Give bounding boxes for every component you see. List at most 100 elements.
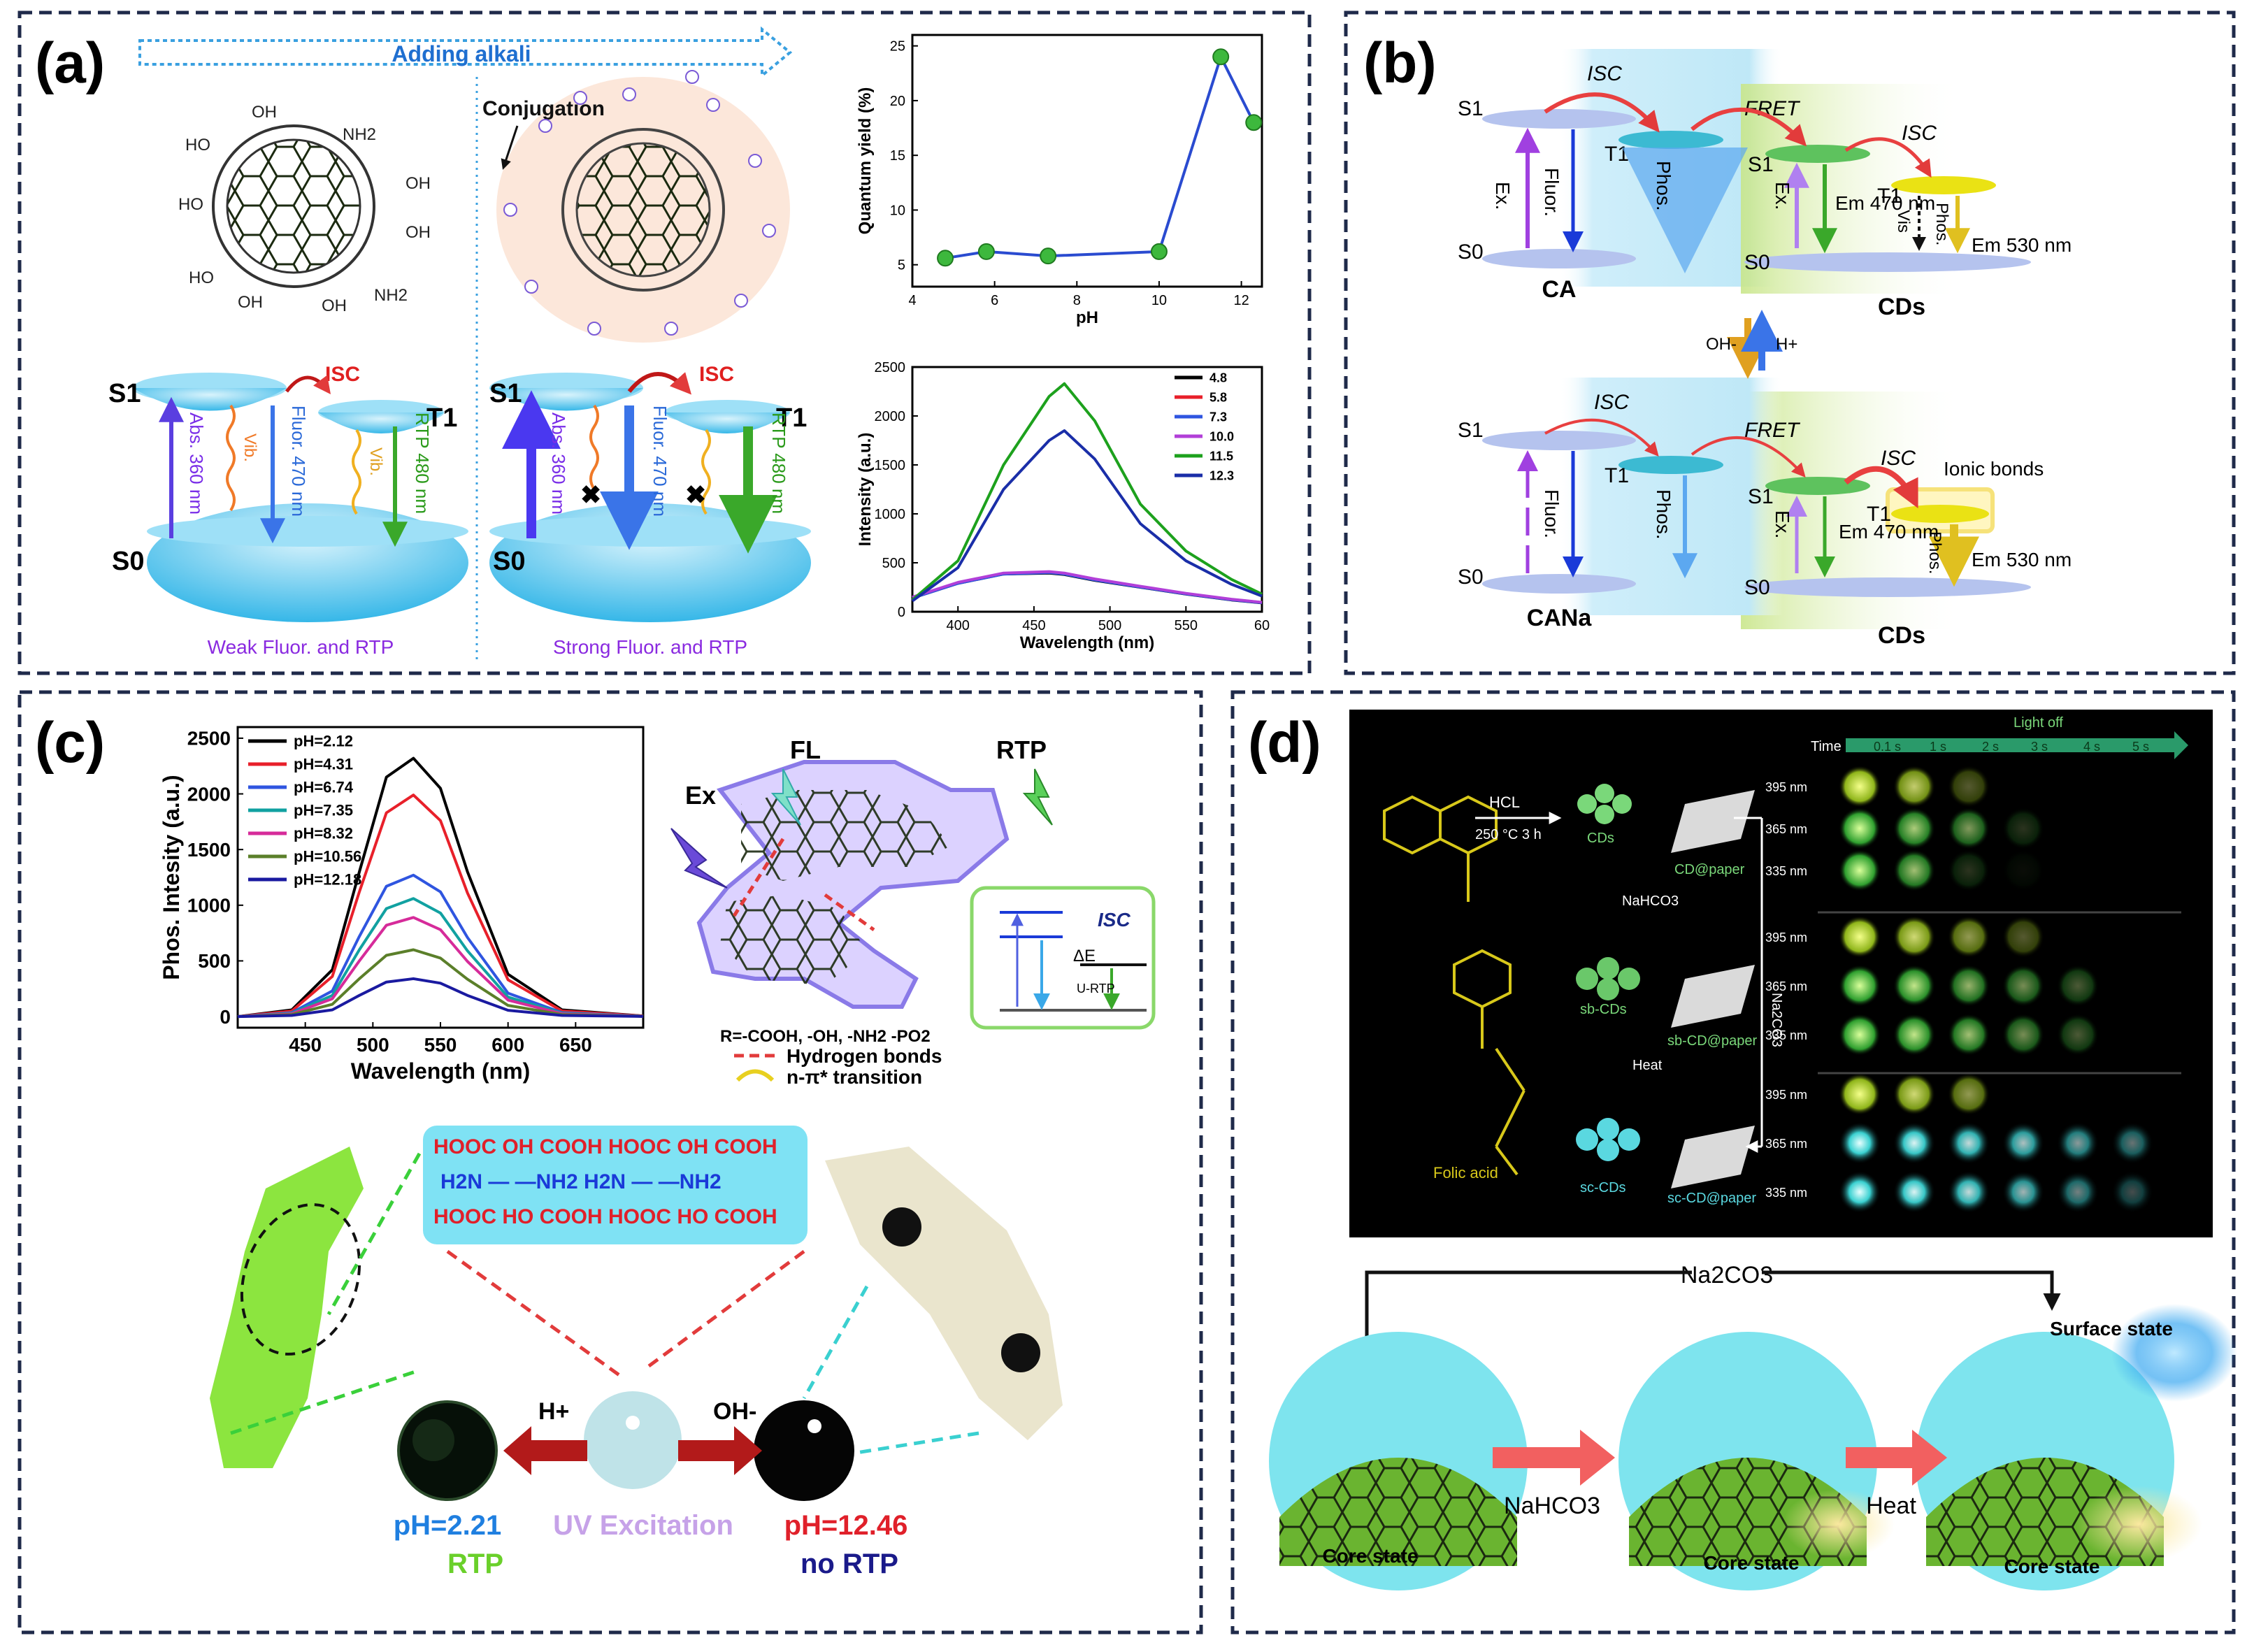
series-line-11.5: [911, 382, 1263, 601]
d-time-4: 4 s: [2083, 740, 2100, 754]
b-em530: Em 530 nm: [1972, 234, 2072, 256]
b-cana: CANa: [1527, 605, 1593, 631]
b-s0-b2: S0: [1744, 576, 1770, 599]
cross-mark: ✖: [580, 480, 601, 509]
d-paper-1: [1671, 790, 1755, 853]
qy-point: [977, 243, 995, 260]
b-phos-b2: Phos.: [1925, 531, 1944, 574]
legend-label: pH=10.56: [294, 848, 361, 865]
d-core-label-1: Core state: [1323, 1545, 1419, 1567]
c-rtp: RTP: [996, 735, 1047, 764]
abs-label-right: Abs. 360 nm: [548, 412, 569, 515]
b-t1-2: T1: [1877, 185, 1902, 208]
luminescence-spot: [2111, 1171, 2153, 1213]
c-fl: FL: [790, 735, 821, 764]
panel-d-border: [1230, 690, 2236, 1635]
b-em530-b: Em 530 nm: [1972, 549, 2072, 570]
c-delta-e: ΔE: [1073, 947, 1096, 965]
qy-point: [1245, 114, 1263, 131]
d-cds-cluster: [1577, 784, 1632, 824]
series-line-12.3: [911, 429, 1263, 603]
luminescence-spot: [2057, 1171, 2099, 1213]
plot-frame: [911, 366, 1263, 613]
y-tick-label: 1500: [875, 458, 906, 473]
luminescence-spot: [1948, 965, 1990, 1007]
y-tick-label: 0: [898, 605, 905, 620]
d-sc-cds: sc-CDs: [1580, 1180, 1626, 1195]
carbon-dot-structure-left: OH NH2 OH HO OH HO OH NH2 OH HO: [178, 103, 431, 315]
b-s0-b: S0: [1458, 566, 1484, 589]
plot-frame: [911, 34, 1263, 288]
chart-intensity-spectra: 400 450 500 550 6005001000150020002500Wavele…: [856, 360, 1270, 652]
group-label: OH: [252, 103, 277, 122]
wavelength-label: 395 nm: [1765, 1088, 1807, 1102]
qy-point: [937, 250, 954, 267]
b-em470-b: Em 470 nm: [1839, 521, 1939, 543]
d-hcl: HCL: [1489, 793, 1520, 811]
b-em470: Em 470 nm: [1835, 192, 1935, 214]
c-molecule-right: [825, 1147, 1063, 1440]
luminescence-spot: [1893, 1171, 1935, 1213]
y-tick-label: 2000: [187, 783, 231, 805]
x-tick-label: 450: [1022, 618, 1045, 633]
x-tick-label: 500: [357, 1034, 389, 1056]
adding-alkali-arrow: [138, 26, 793, 79]
wavelength-label: 335 nm: [1765, 1186, 1807, 1200]
adding-alkali-text: Adding alkali: [392, 41, 531, 66]
d-time-5: 5 s: [2132, 740, 2149, 754]
x-tick-label: 6: [991, 293, 998, 308]
panel-b-border: [1344, 10, 2236, 675]
d-nahco3-arrow: NaHCO3: [1504, 1493, 1600, 1519]
d-time-0: 0.1 s: [1874, 740, 1901, 754]
group-label: NH2: [343, 125, 376, 144]
x-tick-label: 450: [289, 1034, 322, 1056]
b-ex-b: Ex.: [1772, 510, 1793, 538]
chart-quantum-yield: 4 6 8 10 12 5 10 15 20 25 pH Quantum yield (%): [856, 34, 1263, 327]
y-tick-label: 25: [890, 39, 905, 55]
b-fret-b: FRET: [1744, 419, 1801, 442]
panel-a-border: [17, 10, 1312, 675]
y-tick-label: 0: [220, 1006, 231, 1028]
group-label: NH2: [374, 286, 408, 305]
x-tick-label: 550: [1175, 618, 1198, 633]
panel-a-label: (a): [35, 31, 105, 95]
d-time-arrow: [1846, 731, 2188, 759]
luminescence-spot: [2057, 1122, 2099, 1164]
panel-a: (a) Adding alkali OH NH2 OH HO OH HO OH …: [17, 10, 1312, 675]
qy-point: [1150, 243, 1168, 260]
d-sc-cluster: [1576, 1118, 1640, 1161]
luminescence-spot: [2002, 965, 2044, 1007]
d-core-2: Core state: [1618, 1332, 1895, 1590]
c-disc-no-rtp: [754, 1400, 854, 1501]
y-tick-label: 1000: [875, 507, 906, 522]
legend-label: pH=6.74: [294, 779, 354, 796]
y-tick-label: 1500: [187, 839, 231, 861]
d-time-label: Time: [1811, 739, 1842, 754]
d-paper-3: [1671, 1126, 1755, 1188]
panel-c: (c) 450 500 550 600 650 0 500 1000 1500 2000 2500 W…: [17, 690, 1203, 1635]
d-heat: Heat: [1632, 1058, 1663, 1073]
c-ex: Ex: [685, 781, 716, 810]
series-line-pH10.56: [237, 948, 644, 1019]
luminescence-spot: [1948, 807, 1990, 849]
panel-d-label: (d): [1248, 711, 1321, 775]
luminescence-spot: [1839, 916, 1881, 958]
luminescence-spot: [1893, 807, 1935, 849]
jablonski-left: S1 T1 S0 ISC Abs. 360 nm Vib. Fluor. 470…: [108, 363, 468, 658]
luminescence-spot: [1839, 807, 1881, 849]
b-s0: S0: [1458, 240, 1484, 264]
wavelength-label: 335 nm: [1765, 1028, 1807, 1042]
negative-charges: [503, 70, 776, 336]
group-label: OH: [322, 296, 347, 315]
b-top-diagram: S1 S0 T1 S1 S0 T1 ISC FRET ISC Ex. Fluor…: [1458, 62, 2072, 320]
b-s1-2: S1: [1748, 153, 1774, 176]
d-nahco3: NaHCO3: [1622, 893, 1679, 909]
c-r-note: R=-COOH, -OH, -NH2 -PO2: [720, 1027, 931, 1046]
luminescence-spot: [1839, 1171, 1881, 1213]
luminescence-spot: [2111, 1122, 2153, 1164]
legend-label: pH=7.35: [294, 802, 353, 819]
level-t1-right: T1: [776, 403, 807, 433]
group-label: OH: [238, 293, 263, 312]
b-t1-b: T1: [1605, 464, 1629, 487]
rtp-label: RTP 480 nm: [412, 412, 433, 514]
